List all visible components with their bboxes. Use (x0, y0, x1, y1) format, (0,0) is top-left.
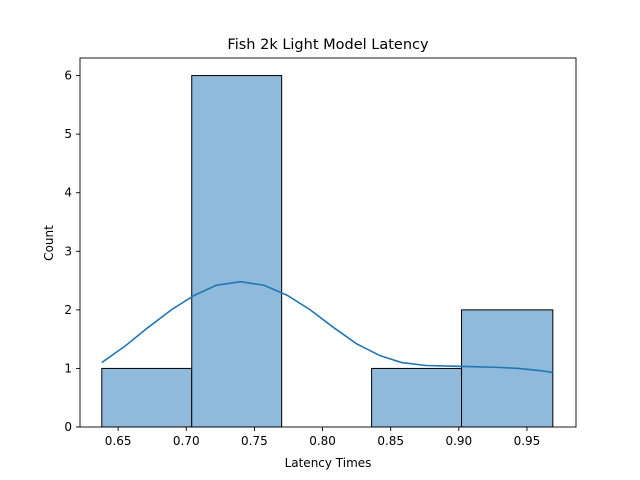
x-tick-label: 0.90 (445, 434, 472, 448)
x-tick-label: 0.65 (105, 434, 132, 448)
x-tick-label: 0.70 (173, 434, 200, 448)
y-tick-label: 2 (64, 303, 72, 317)
chart-title: Fish 2k Light Model Latency (227, 37, 429, 53)
x-tick-label: 0.95 (514, 434, 541, 448)
histogram-bars (101, 75, 554, 428)
y-tick-label: 1 (64, 361, 72, 375)
plot-frame (79, 57, 577, 428)
y-tick-label: 5 (64, 127, 72, 141)
x-tick-label: 0.85 (377, 434, 404, 448)
y-axis: 0 1 2 3 4 5 6 (64, 69, 80, 434)
x-axis-label: Latency Times (285, 456, 372, 470)
histogram-bar-0 (101, 367, 193, 428)
x-axis: 0.65 0.70 0.75 0.80 0.85 0.90 0.95 (105, 427, 541, 448)
kde-line (101, 280, 553, 374)
y-tick-label: 6 (64, 69, 72, 83)
y-axis-label: Count (42, 225, 56, 261)
y-tick-label: 3 (64, 244, 72, 258)
y-tick-label: 0 (64, 420, 72, 434)
y-tick-label: 4 (64, 186, 72, 200)
histogram-bar-3 (371, 367, 463, 428)
histogram-bar-1 (191, 75, 283, 428)
x-tick-label: 0.80 (309, 434, 336, 448)
x-tick-label: 0.75 (241, 434, 268, 448)
